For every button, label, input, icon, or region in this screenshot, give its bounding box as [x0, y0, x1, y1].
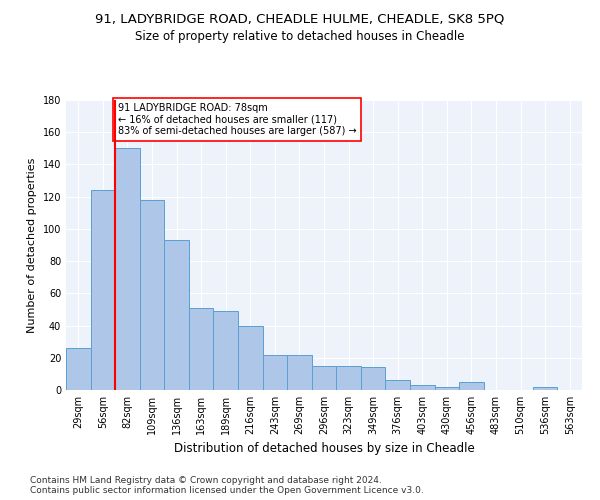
Bar: [459, 382, 484, 390]
Bar: [361, 368, 385, 390]
Bar: [410, 385, 434, 390]
Bar: [189, 308, 214, 390]
Text: Size of property relative to detached houses in Cheadle: Size of property relative to detached ho…: [135, 30, 465, 43]
Text: Contains HM Land Registry data © Crown copyright and database right 2024.
Contai: Contains HM Land Registry data © Crown c…: [30, 476, 424, 495]
Bar: [214, 311, 238, 390]
Y-axis label: Number of detached properties: Number of detached properties: [27, 158, 37, 332]
Bar: [385, 380, 410, 390]
Bar: [533, 387, 557, 390]
Bar: [140, 200, 164, 390]
Bar: [263, 354, 287, 390]
X-axis label: Distribution of detached houses by size in Cheadle: Distribution of detached houses by size …: [173, 442, 475, 456]
Bar: [434, 387, 459, 390]
Bar: [66, 348, 91, 390]
Bar: [238, 326, 263, 390]
Bar: [312, 366, 336, 390]
Bar: [287, 354, 312, 390]
Bar: [91, 190, 115, 390]
Bar: [336, 366, 361, 390]
Text: 91, LADYBRIDGE ROAD, CHEADLE HULME, CHEADLE, SK8 5PQ: 91, LADYBRIDGE ROAD, CHEADLE HULME, CHEA…: [95, 12, 505, 26]
Bar: [115, 148, 140, 390]
Text: 91 LADYBRIDGE ROAD: 78sqm
← 16% of detached houses are smaller (117)
83% of semi: 91 LADYBRIDGE ROAD: 78sqm ← 16% of detac…: [118, 103, 356, 136]
Bar: [164, 240, 189, 390]
